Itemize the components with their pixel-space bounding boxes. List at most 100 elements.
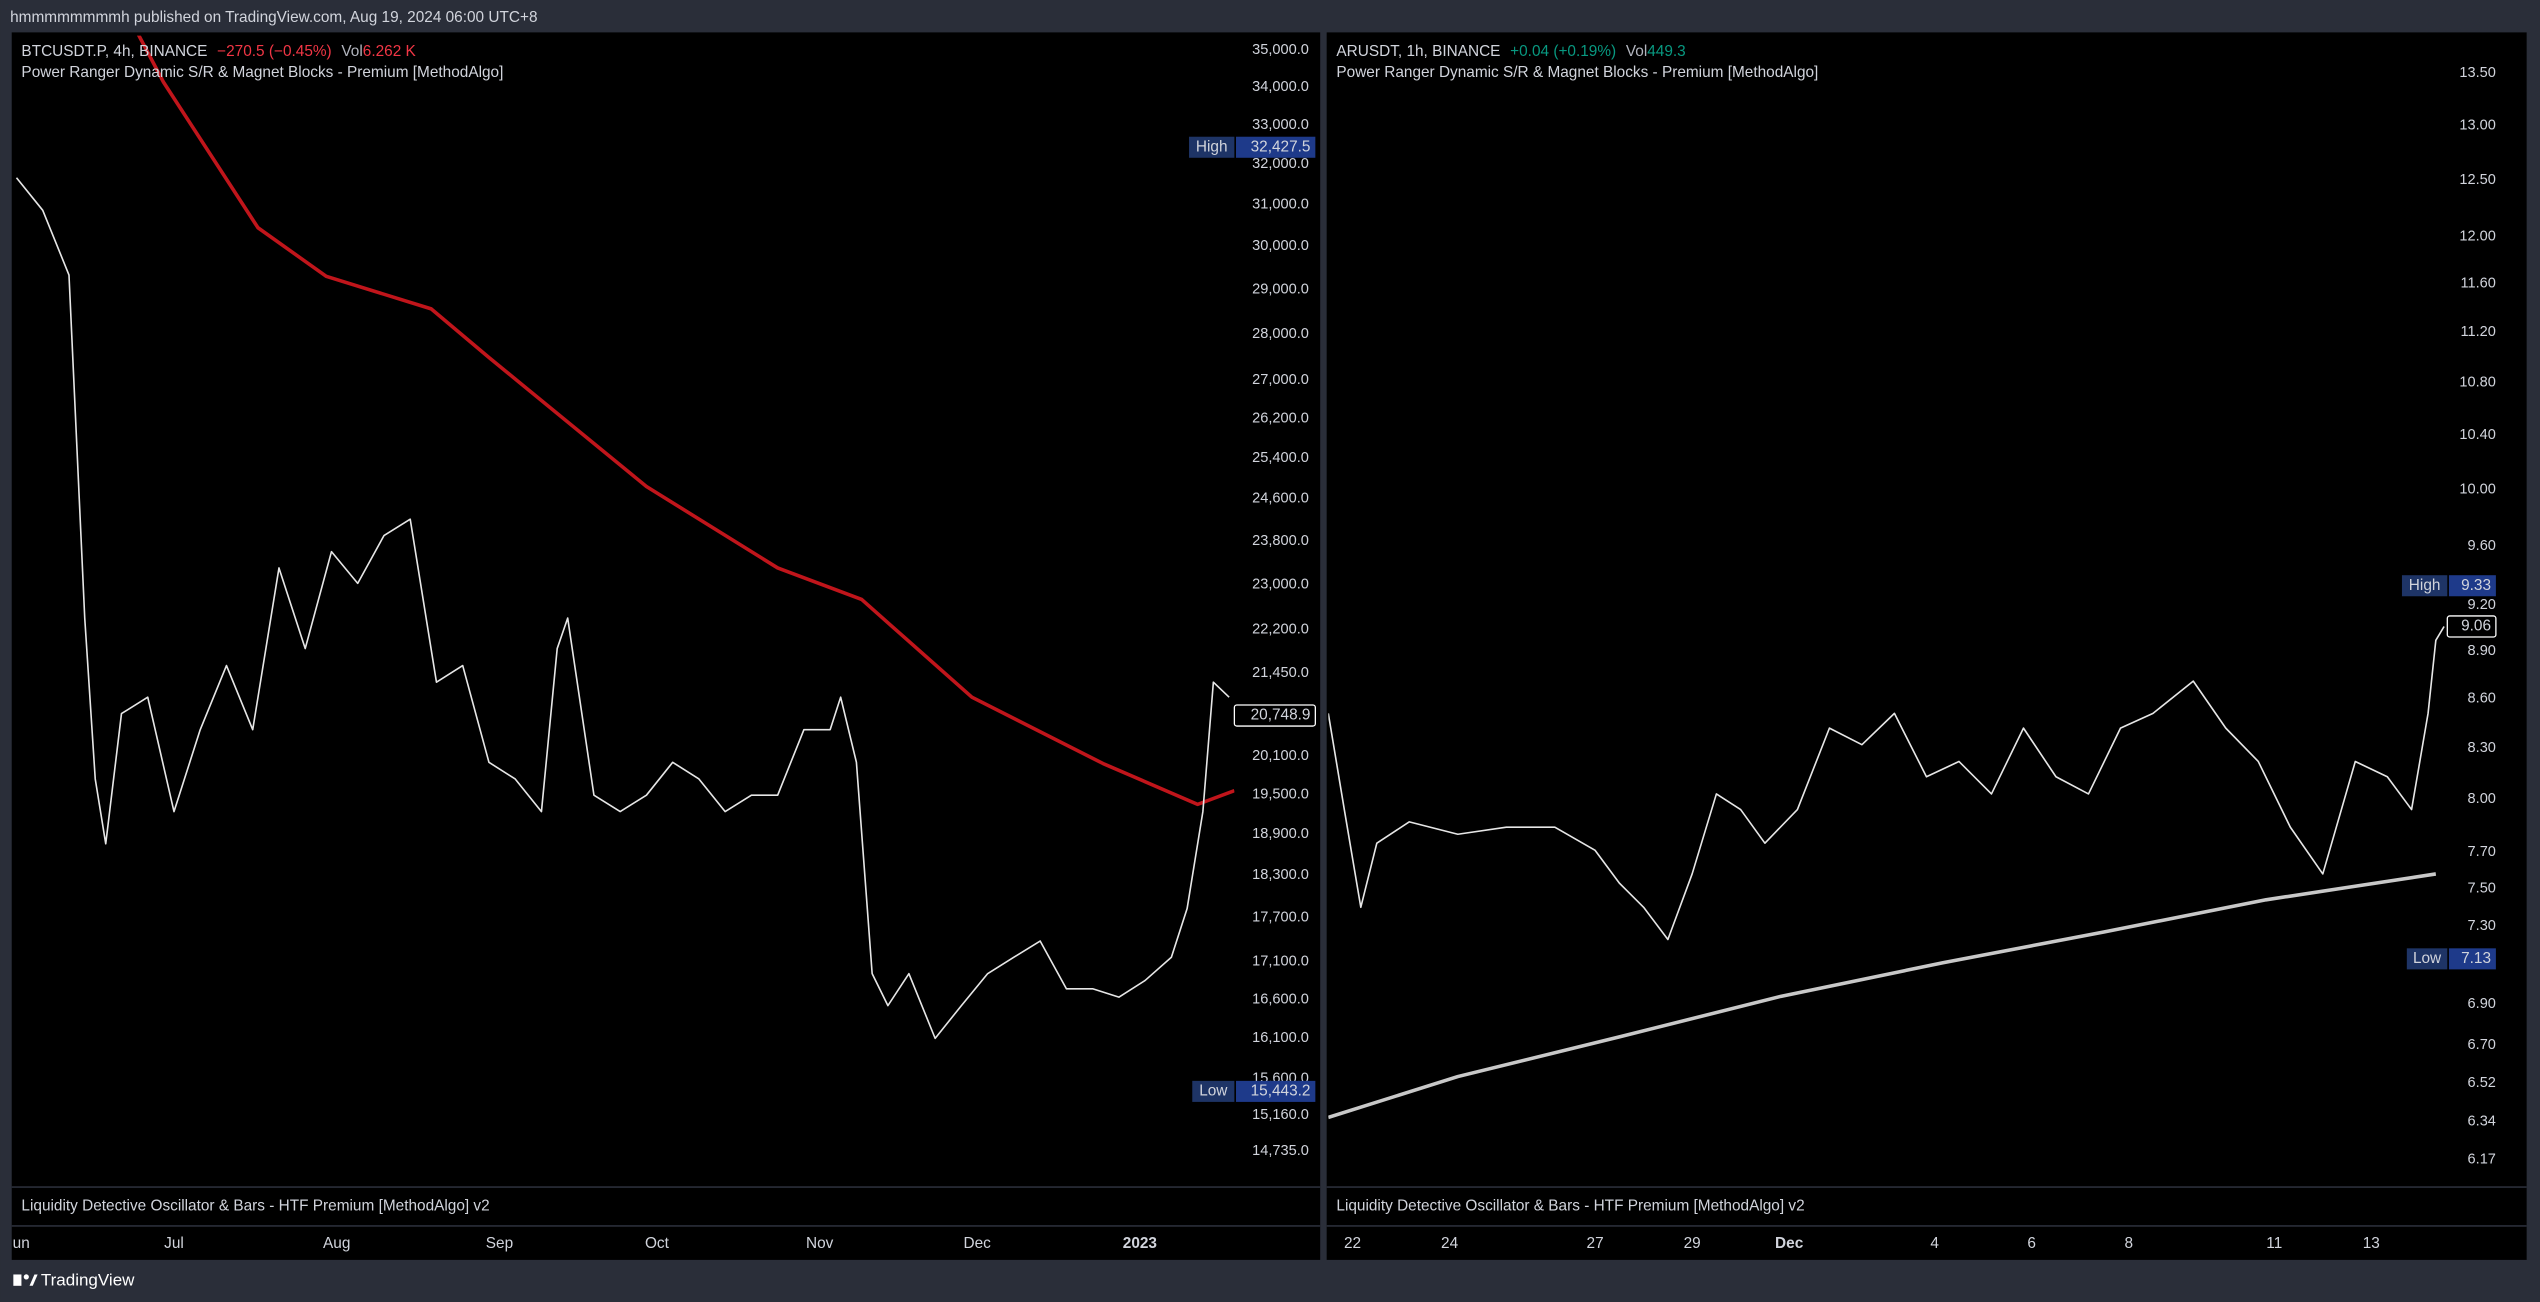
low-badge	[1192, 1080, 1235, 1102]
y-tick-label: 8.00	[2468, 791, 2496, 807]
y-tick-label: 10.00	[2459, 481, 2495, 497]
high-badge	[1189, 136, 1235, 158]
change: +0.04 (+0.19%)	[1510, 43, 1616, 60]
y-tick-label: 13.50	[2459, 65, 2495, 81]
y-tick-label: 10.80	[2459, 375, 2495, 391]
x-tick-label: 8	[2124, 1235, 2133, 1252]
plot-area	[15, 35, 1235, 1040]
x-tick-label: 27	[1587, 1235, 1604, 1252]
y-tick-label: 11.60	[2461, 275, 2496, 291]
last-price: 20,748.9	[1251, 707, 1311, 724]
x-tick-label: 13	[2363, 1235, 2380, 1252]
y-tick-label: 23,000.0	[1252, 576, 1309, 592]
change: −270.5 (−0.45%)	[217, 43, 332, 60]
y-tick-label: 14,735.0	[1252, 1143, 1309, 1159]
y-tick-label: 16,100.0	[1252, 1030, 1309, 1046]
last-price-badge	[2446, 615, 2497, 638]
footer-brand: TradingView	[41, 1270, 135, 1289]
y-tick-label: 7.30	[2468, 918, 2496, 934]
low-name: Low	[1199, 1082, 1228, 1099]
high-value: 9.33	[2461, 577, 2491, 594]
y-tick-label: 12.00	[2459, 228, 2495, 244]
x-tick-label: 11	[2266, 1235, 2282, 1252]
high-name: High	[1196, 138, 1228, 155]
vol-label: Vol	[341, 43, 362, 60]
vol: 449.3	[1647, 43, 1685, 60]
high-badge	[2401, 575, 2448, 597]
y-tick-label: 8.60	[2468, 691, 2496, 707]
y-tick-label: 7.70	[2468, 844, 2496, 860]
panel	[11, 32, 1321, 1260]
low-value: 15,443.2	[1251, 1082, 1311, 1099]
y-tick-label: 34,000.0	[1252, 79, 1309, 95]
last-price: 9.06	[2461, 618, 2491, 635]
x-tick-label: 6	[2027, 1235, 2036, 1252]
panel	[1326, 32, 2527, 1260]
x-tick-label: un	[13, 1235, 30, 1252]
y-tick-label: 16,600.0	[1252, 991, 1309, 1007]
x-tick-label: Dec	[1775, 1235, 1804, 1252]
y-tick-label: 8.30	[2468, 740, 2496, 756]
low-value-badge	[1235, 1080, 1316, 1102]
header-text: hmmmmmmmmh published on TradingView.com,…	[10, 9, 537, 26]
symbol-info: BTCUSDT.P, 4h, BINANCE −270.5 (−0.45%) Vol…	[21, 43, 416, 60]
y-tick-label: 33,000.0	[1252, 117, 1309, 133]
symbol-info: ARUSDT, 1h, BINANCE +0.04 (+0.19%) Vol449.…	[1336, 43, 1685, 60]
y-tick-label: 22,200.0	[1252, 621, 1309, 637]
high-value-badge	[1235, 136, 1316, 158]
y-tick-label: 8.90	[2468, 643, 2496, 659]
high-name: High	[2409, 577, 2441, 594]
x-tick-label: 22	[1344, 1235, 1361, 1252]
y-tick-label: 31,000.0	[1252, 196, 1309, 212]
y-tick-label: 29,000.0	[1252, 281, 1309, 297]
low-value: 7.13	[2461, 950, 2491, 967]
y-tick-label: 6.17	[2468, 1151, 2496, 1167]
footer-logo	[13, 1274, 38, 1286]
y-tick-label: 28,000.0	[1252, 326, 1309, 342]
price-line	[1328, 872, 2437, 1120]
x-tick-label: Dec	[963, 1235, 991, 1252]
vol-label: Vol	[1626, 43, 1647, 60]
price-line	[136, 35, 1235, 807]
y-tick-label: 6.34	[2468, 1114, 2496, 1130]
price-line	[15, 177, 1230, 1040]
y-tick-label: 13.00	[2459, 117, 2495, 133]
low-value-badge	[2448, 948, 2496, 970]
y-tick-label: 11.20	[2461, 324, 2496, 340]
y-tick-label: 20,100.0	[1252, 748, 1309, 764]
x-tick-label: Oct	[645, 1235, 670, 1252]
y-tick-label: 19,500.0	[1252, 786, 1309, 802]
low-badge	[2406, 948, 2448, 970]
high-value-badge	[2448, 575, 2496, 597]
y-tick-label: 7.50	[2468, 881, 2496, 897]
y-tick-label: 6.70	[2468, 1037, 2496, 1053]
y-tick-label: 9.20	[2468, 597, 2496, 613]
symbol: BTCUSDT.P, 4h, BINANCE	[21, 43, 207, 60]
x-tick-label: 2023	[1123, 1235, 1157, 1252]
y-tick-label: 9.60	[2468, 538, 2496, 554]
y-tick-label: 15,160.0	[1252, 1107, 1309, 1123]
y-tick-label: 18,300.0	[1252, 867, 1309, 883]
y-tick-label: 6.90	[2468, 996, 2496, 1012]
y-tick-label: 23,800.0	[1252, 533, 1309, 549]
indicator-name: Power Ranger Dynamic S/R & Magnet Blocks…	[1336, 64, 1818, 81]
y-tick-label: 12.50	[2459, 172, 2495, 188]
high-value: 32,427.5	[1251, 138, 1311, 155]
x-tick-label: Sep	[486, 1235, 513, 1252]
y-tick-label: 6.52	[2468, 1075, 2496, 1091]
vol: 6.262 K	[363, 43, 417, 60]
bottom-indicator-name: Liquidity Detective Oscillator & Bars - …	[21, 1198, 489, 1215]
y-tick-label: 17,700.0	[1252, 910, 1309, 926]
x-tick-label: 24	[1441, 1235, 1459, 1252]
last-price-badge	[1233, 704, 1316, 727]
y-tick-label: 24,600.0	[1252, 491, 1309, 507]
y-tick-label: 21,450.0	[1252, 665, 1309, 681]
x-tick-label: 4	[1930, 1235, 1939, 1252]
x-tick-label: Aug	[323, 1235, 350, 1252]
y-tick-label: 30,000.0	[1252, 238, 1309, 254]
x-tick-label: Nov	[806, 1235, 834, 1252]
y-tick-label: 17,100.0	[1252, 954, 1309, 970]
y-tick-label: 35,000.0	[1252, 42, 1309, 58]
